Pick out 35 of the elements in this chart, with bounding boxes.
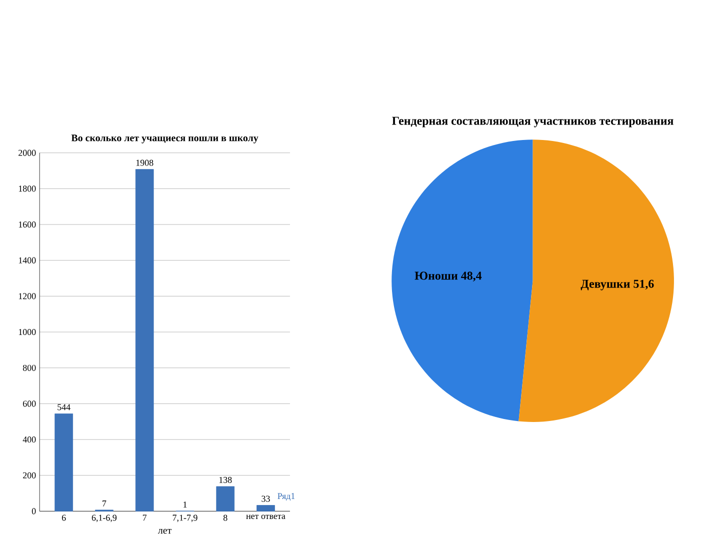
series-label: Ряд1 xyxy=(278,493,295,501)
y-tick-label: 1000 xyxy=(18,328,36,336)
data-label: 51,6 xyxy=(634,280,654,290)
chart-title: Гендерная составляющая участников тестирования xyxy=(392,116,674,128)
y-tick-label: 0 xyxy=(32,508,36,514)
x-tick-label: 7,1-7,9 xyxy=(172,514,198,522)
x-tick-label: 6 xyxy=(62,514,66,521)
bar xyxy=(216,486,235,512)
bar xyxy=(256,505,275,512)
y-tick-label: 400 xyxy=(22,436,36,443)
slice-label: Девушки xyxy=(580,280,630,290)
bar xyxy=(54,414,73,512)
y-tick-label: 1600 xyxy=(18,221,36,228)
chart-title: Во сколько лет учащиеся пошли в школу xyxy=(71,134,258,144)
x-tick-label: нет ответа xyxy=(246,514,286,520)
slice-label: Юноши xyxy=(414,272,458,280)
y-tick-label: 1400 xyxy=(18,257,36,264)
data-label: 48,4 xyxy=(461,272,482,282)
y-tick-label: 600 xyxy=(23,400,36,407)
data-label: 138 xyxy=(219,476,232,483)
data-label: 544 xyxy=(58,404,70,410)
y-tick-label: 200 xyxy=(23,472,36,478)
data-label: 33 xyxy=(262,496,270,502)
data-label: 1908 xyxy=(136,160,154,166)
x-tick-label: 7 xyxy=(142,514,147,521)
y-tick-label: 800 xyxy=(22,364,36,371)
y-tick-label: 1200 xyxy=(18,293,36,300)
x-tick-label: 8 xyxy=(223,514,228,521)
x-tick-label: 6,1-6,9 xyxy=(92,514,117,522)
y-tick-label: 1800 xyxy=(18,186,36,192)
data-label: 7 xyxy=(102,500,106,506)
y-tick-label: 2000 xyxy=(18,150,36,156)
data-label: 1 xyxy=(184,502,187,508)
x-axis-title: лет xyxy=(158,528,172,534)
bar xyxy=(135,169,154,512)
